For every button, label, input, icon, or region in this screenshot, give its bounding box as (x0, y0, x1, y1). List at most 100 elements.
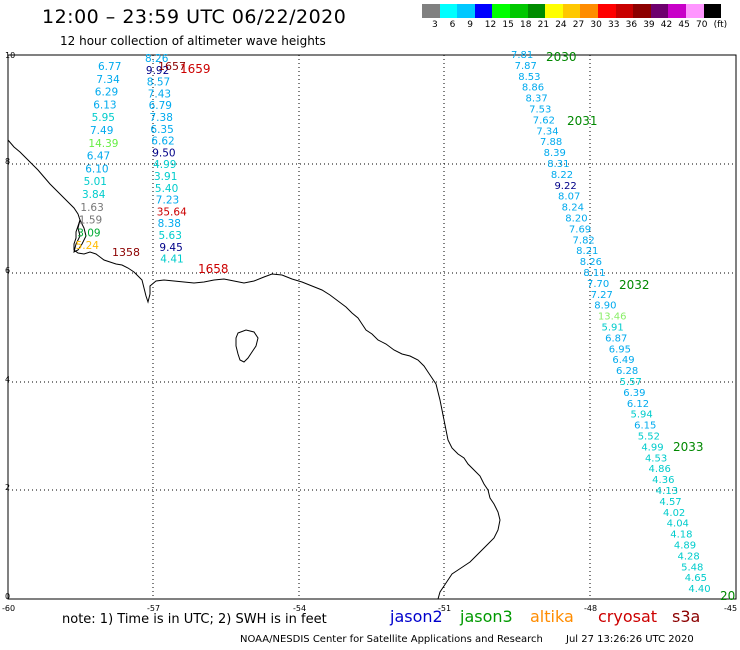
swh-value-label: 7.34 (536, 126, 558, 137)
color-scale-swatch (474, 4, 493, 18)
color-scale-label: 18 (520, 20, 532, 30)
swh-value-label: 8.24 (562, 203, 584, 214)
swh-value-label: 7.27 (591, 290, 613, 301)
track-right-labels: 7.817.878.538.868.377.537.627.347.888.39… (511, 50, 735, 603)
color-scale-label: 42 (660, 20, 673, 30)
axis-tick-labels: -60 -57 -54 -51 -48 -45 0 2 4 6 8 10 (2, 51, 737, 613)
satellite-legend-cryosat: cryosat (598, 607, 658, 626)
y-tick-label: 6 (5, 266, 10, 275)
color-scale-swatch (703, 4, 722, 18)
color-scale-swatch (580, 4, 598, 18)
swh-value-label: 8.31 (547, 159, 569, 170)
x-tick-label: -57 (147, 604, 160, 613)
time-label: 1658 (198, 262, 229, 276)
swh-value-label: 5.52 (638, 432, 660, 443)
swh-value-label: 5.57 (620, 377, 642, 388)
swh-value-label: 8.53 (518, 72, 540, 83)
color-scale-label: 3 (432, 20, 438, 30)
swh-value-label: 8.07 (558, 192, 580, 203)
swh-value-label: 4.18 (670, 530, 692, 541)
color-scale-label: (ft) (713, 20, 728, 30)
swh-value-label: 7.70 (587, 279, 609, 290)
x-tick-label: -51 (438, 604, 451, 613)
color-scale-swatch (457, 4, 475, 18)
color-scale-label: 6 (449, 20, 456, 30)
swh-value-label: 6.28 (616, 366, 638, 377)
swh-value-label: 7.23 (156, 195, 179, 207)
swh-value-label: 7.62 (533, 115, 555, 126)
swh-value-label: 7.43 (148, 88, 171, 100)
color-scale-label: 27 (572, 20, 585, 30)
swh-value-label: 5.94 (630, 410, 652, 421)
swh-value-label: 4.13 (656, 486, 678, 497)
x-tick-label: -60 (2, 604, 15, 613)
swh-value-label: 6.29 (95, 87, 118, 99)
swh-value-label: 1.63 (80, 202, 103, 214)
swh-value-label: 9.45 (159, 242, 182, 254)
swh-value-label: 4.02 (663, 508, 685, 519)
color-scale-swatch (527, 4, 546, 18)
color-scale-swatch (545, 4, 563, 18)
y-tick-label: 2 (5, 483, 10, 492)
swh-value-label: 4.41 (160, 254, 183, 266)
x-tick-label: -54 (293, 604, 306, 613)
swh-value-label: 6.13 (93, 99, 116, 111)
footer-timestamp: Jul 27 13:26:26 UTC 2020 (566, 634, 694, 645)
color-scale-swatch (422, 4, 440, 18)
color-scale-label: 21 (537, 20, 550, 30)
color-scale-swatch (668, 4, 686, 18)
y-tick-label: 8 (5, 157, 10, 166)
swh-value-label: 13.46 (598, 312, 627, 323)
swh-value-label: 4.89 (674, 541, 696, 552)
swh-value-label: 7.88 (540, 137, 562, 148)
swh-value-label: 4.99 (641, 442, 663, 453)
swh-value-label: 6.87 (605, 333, 627, 344)
time-label: 1659 (180, 62, 211, 76)
time-label: 2033 (673, 440, 704, 454)
swh-value-label: 8.37 (525, 94, 547, 105)
swh-value-label: 14.39 (88, 138, 118, 150)
map-title: 12:00 – 23:59 UTC 06/22/2020 (42, 6, 347, 28)
swh-value-label: 7.87 (515, 61, 537, 72)
swh-value-label: 4.57 (659, 497, 681, 508)
track-left-labels: 6.777.346.296.135.957.4914.396.476.105.0… (76, 61, 140, 259)
x-tick-label: -48 (584, 604, 597, 613)
color-scale-swatch (439, 4, 458, 18)
swh-value-label: 8.38 (158, 218, 181, 230)
coastline (7, 139, 501, 600)
swh-value-label: 6.47 (87, 151, 110, 163)
swh-value-label: 8.21 (576, 246, 598, 257)
swh-value-label: 6.62 (151, 136, 174, 148)
swh-value-label: 35.64 (157, 206, 187, 218)
color-scale-swatch (615, 4, 634, 18)
swh-value-label: 8.26 (580, 257, 602, 268)
swh-value-label: 5.48 (681, 562, 703, 573)
time-label: 1657 (158, 60, 186, 73)
swh-value-label: 8.39 (544, 148, 566, 159)
swh-value-label: 4.53 (645, 453, 667, 464)
time-label: 2032 (619, 278, 650, 292)
swh-value-label: 8.22 (551, 170, 573, 181)
color-scale-label: 12 (484, 20, 497, 30)
swh-value-label: 4.36 (652, 475, 674, 486)
footer-note: note: 1) Time is in UTC; 2) SWH is in fe… (62, 612, 327, 627)
color-scale-label: 30 (590, 20, 602, 30)
satellite-legend-jason2: jason2 (390, 607, 443, 626)
time-label: 1358 (112, 246, 140, 259)
swh-value-label: 6.12 (627, 399, 649, 410)
swh-value-label: 9.92 (146, 65, 169, 77)
color-scale-label: 33 (608, 20, 620, 30)
satellite-legend-s3a: s3a (672, 607, 701, 626)
swh-value-label: 7.53 (529, 105, 551, 116)
y-tick-label: 0 (5, 592, 10, 601)
swh-value-label: 5.24 (76, 240, 100, 252)
color-scale-swatch (492, 4, 510, 18)
swh-value-label: 4.65 (685, 573, 707, 584)
swh-value-label: 9.22 (554, 181, 576, 192)
color-scale-swatch (598, 4, 616, 18)
swh-value-label: 5.01 (84, 176, 107, 188)
swh-value-label: 8.86 (522, 83, 544, 94)
swh-value-label: 9.50 (152, 147, 175, 159)
